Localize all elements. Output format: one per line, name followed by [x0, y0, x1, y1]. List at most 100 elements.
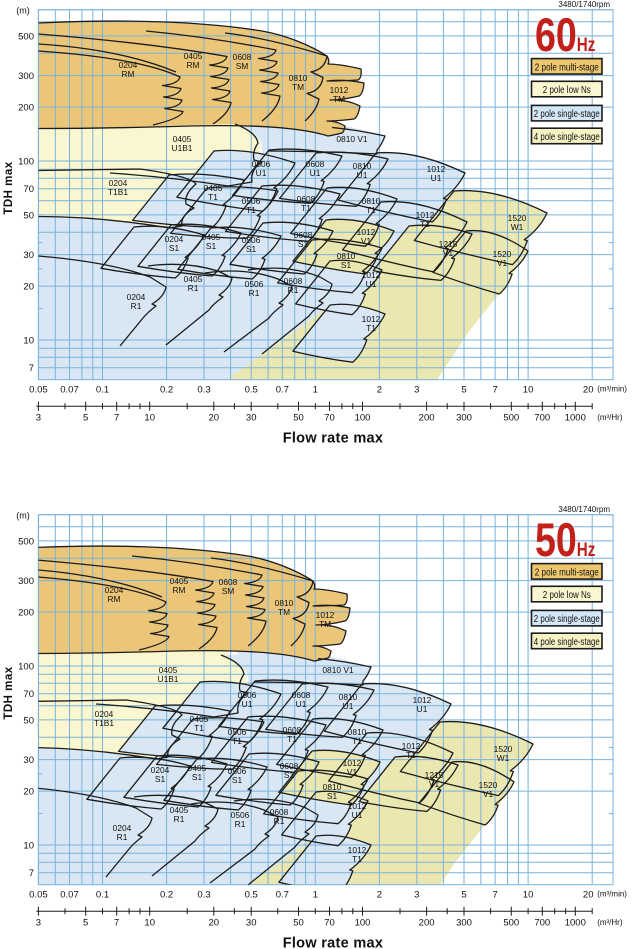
- svg-text:(m): (m): [16, 511, 30, 521]
- svg-text:0810: 0810: [275, 598, 294, 608]
- svg-text:U1: U1: [431, 173, 442, 183]
- svg-text:1000: 1000: [565, 413, 586, 424]
- svg-text:S1: S1: [327, 791, 338, 801]
- svg-text:2 pole low Ns: 2 pole low Ns: [543, 590, 591, 601]
- svg-text:7: 7: [114, 413, 119, 424]
- svg-text:20: 20: [209, 413, 220, 424]
- svg-text:0608: 0608: [233, 52, 252, 62]
- svg-text:T1: T1: [352, 854, 362, 864]
- svg-text:2 pole single-stage: 2 pole single-stage: [534, 109, 600, 120]
- svg-text:1520: 1520: [508, 213, 527, 223]
- svg-text:20: 20: [23, 282, 34, 293]
- svg-text:0405: 0405: [188, 763, 207, 773]
- svg-text:0608: 0608: [297, 194, 316, 204]
- svg-text:R1: R1: [249, 288, 260, 298]
- svg-text:2 pole low Ns: 2 pole low Ns: [543, 85, 591, 96]
- svg-text:7: 7: [492, 890, 497, 901]
- svg-text:500: 500: [503, 918, 519, 929]
- svg-text:SM: SM: [222, 586, 235, 596]
- svg-text:0506: 0506: [252, 159, 271, 169]
- svg-text:3480/1740rpm: 3480/1740rpm: [558, 0, 610, 9]
- svg-text:200: 200: [419, 918, 435, 929]
- svg-text:0810: 0810: [348, 727, 367, 737]
- svg-text:S1: S1: [284, 770, 295, 780]
- svg-text:3: 3: [414, 385, 419, 396]
- svg-text:T1B1: T1B1: [108, 187, 128, 197]
- svg-text:1012: 1012: [348, 801, 367, 811]
- svg-text:5: 5: [461, 385, 466, 396]
- svg-text:0608: 0608: [280, 761, 299, 771]
- svg-text:1012: 1012: [348, 845, 367, 855]
- svg-text:0.07: 0.07: [60, 385, 79, 396]
- svg-text:4 pole single-stage: 4 pole single-stage: [534, 132, 600, 143]
- svg-text:0608: 0608: [292, 690, 311, 700]
- svg-text:1012: 1012: [330, 85, 349, 95]
- svg-text:0506: 0506: [245, 279, 264, 289]
- svg-text:1012: 1012: [316, 610, 335, 620]
- svg-text:2: 2: [377, 890, 382, 901]
- svg-text:0405: 0405: [184, 274, 203, 284]
- svg-text:R1: R1: [235, 819, 246, 829]
- svg-text:50: 50: [23, 715, 34, 726]
- svg-text:7: 7: [492, 385, 497, 396]
- svg-text:300: 300: [18, 71, 34, 82]
- svg-text:1215: 1215: [439, 239, 458, 249]
- svg-text:10: 10: [23, 840, 34, 851]
- svg-text:S1: S1: [192, 772, 203, 782]
- svg-text:W1: W1: [497, 753, 510, 763]
- svg-text:S1: S1: [206, 241, 217, 251]
- svg-text:0.7: 0.7: [276, 890, 289, 901]
- svg-text:TDH max: TDH max: [3, 161, 15, 214]
- svg-text:(m): (m): [16, 6, 30, 16]
- svg-text:30: 30: [23, 250, 34, 261]
- svg-text:TDH max: TDH max: [3, 666, 15, 719]
- svg-text:3: 3: [36, 918, 41, 929]
- svg-text:700: 700: [534, 918, 550, 929]
- svg-text:1012: 1012: [427, 164, 446, 174]
- svg-text:1012: 1012: [357, 227, 376, 237]
- svg-text:0506: 0506: [228, 766, 247, 776]
- svg-text:300: 300: [18, 576, 34, 587]
- svg-text:0405: 0405: [170, 805, 189, 815]
- svg-text:R1: R1: [274, 816, 285, 826]
- svg-text:0204: 0204: [165, 234, 184, 244]
- svg-text:1520: 1520: [479, 780, 498, 790]
- svg-text:0405: 0405: [173, 134, 192, 144]
- svg-text:500: 500: [18, 31, 34, 42]
- svg-text:0405: 0405: [159, 665, 178, 675]
- svg-text:R1: R1: [131, 301, 142, 311]
- svg-text:30: 30: [246, 413, 257, 424]
- svg-text:V1: V1: [429, 779, 440, 789]
- svg-text:RM: RM: [121, 69, 134, 79]
- svg-text:0204: 0204: [151, 765, 170, 775]
- svg-text:1000: 1000: [565, 918, 586, 929]
- svg-text:T1: T1: [208, 192, 218, 202]
- svg-text:10: 10: [144, 413, 155, 424]
- svg-text:100: 100: [18, 661, 34, 672]
- svg-text:U1: U1: [242, 699, 253, 709]
- svg-text:U1: U1: [256, 168, 267, 178]
- svg-text:300: 300: [456, 413, 472, 424]
- svg-text:TM: TM: [319, 619, 331, 629]
- svg-text:0810: 0810: [337, 251, 356, 261]
- svg-text:T1: T1: [301, 203, 311, 213]
- svg-text:0.3: 0.3: [197, 890, 210, 901]
- svg-text:100: 100: [18, 156, 34, 167]
- svg-text:0810 V1: 0810 V1: [322, 665, 354, 675]
- svg-text:TM: TM: [292, 82, 304, 92]
- svg-text:U1B1: U1B1: [158, 674, 179, 684]
- svg-text:0204: 0204: [105, 585, 124, 595]
- svg-text:1520: 1520: [494, 744, 513, 754]
- svg-text:U1: U1: [352, 810, 363, 820]
- svg-text:R1: R1: [117, 832, 128, 842]
- svg-text:T1: T1: [194, 723, 204, 733]
- svg-text:2 pole single-stage: 2 pole single-stage: [534, 614, 600, 625]
- svg-text:T1: T1: [366, 205, 376, 215]
- svg-text:SM: SM: [236, 61, 249, 71]
- svg-text:0.5: 0.5: [245, 890, 258, 901]
- svg-text:U1: U1: [296, 699, 307, 709]
- svg-text:700: 700: [534, 413, 550, 424]
- svg-text:0608: 0608: [283, 725, 302, 735]
- svg-text:70: 70: [324, 918, 335, 929]
- svg-text:4 pole single-stage: 4 pole single-stage: [534, 637, 600, 648]
